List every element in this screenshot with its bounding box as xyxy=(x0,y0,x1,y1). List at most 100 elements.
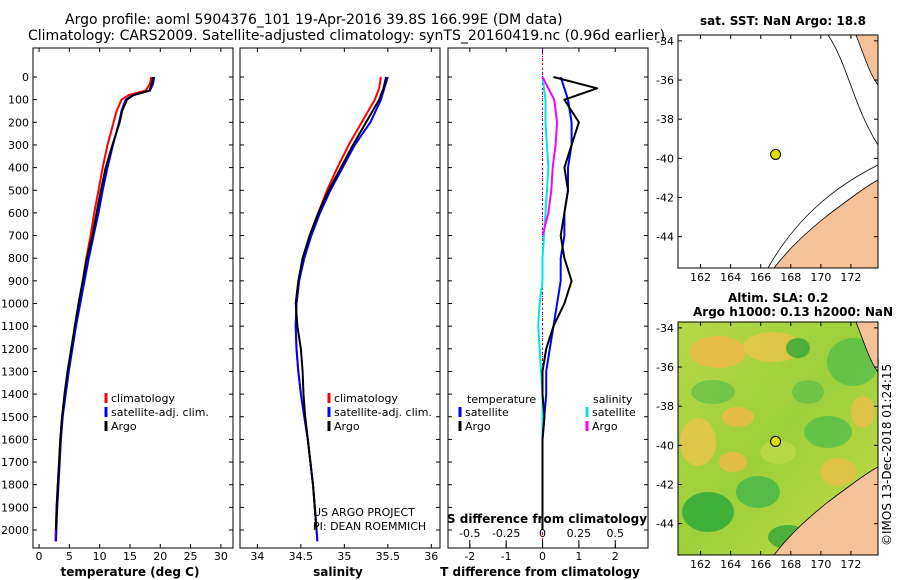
depth-tick-label: 1700 xyxy=(1,456,29,469)
temp-line-climatology xyxy=(54,76,153,542)
s-tick-label: -0.5 xyxy=(459,527,480,540)
sal-line-climatology xyxy=(294,76,382,542)
sla-anomaly-blob xyxy=(691,380,735,404)
x-tick-label: 30 xyxy=(214,550,228,563)
legend-sdiff-label: satellite xyxy=(592,406,636,419)
map-top-ytick-label: -42 xyxy=(656,192,674,205)
depth-tick-label: 1800 xyxy=(1,479,29,492)
legend-tdiff-label: Argo xyxy=(465,420,491,433)
sla-anomaly-blob xyxy=(786,338,810,358)
x-tick-label: 2 xyxy=(612,550,619,563)
depth-tick-label: 700 xyxy=(8,230,29,243)
depth-tick-label: 1200 xyxy=(1,343,29,356)
legend-s-title: salinity xyxy=(593,393,633,406)
panel-2-frame xyxy=(239,47,441,549)
sla-anomaly-blob xyxy=(792,380,824,404)
map-bottom-xtick-label: 172 xyxy=(840,558,861,571)
depth-tick-label: 0 xyxy=(22,71,29,84)
x-tick-label: 36 xyxy=(424,550,438,563)
x-tick-label: 25 xyxy=(184,550,198,563)
map-top-argo-marker xyxy=(770,148,782,160)
map-bottom-ytick-label: -44 xyxy=(656,518,674,531)
map-bottom-land-south xyxy=(773,466,879,556)
depth-tick-label: 1500 xyxy=(1,411,29,424)
sla-anomaly-blob xyxy=(690,336,746,368)
map-bottom-ytick-label: -34 xyxy=(656,322,674,335)
legend-tdiff-label: satellite xyxy=(465,406,509,419)
x-tick-label: 1 xyxy=(575,550,582,563)
map-top-land-south xyxy=(773,179,879,269)
map-bottom-xtick-label: 166 xyxy=(750,558,771,571)
x-axis-label-t-diff: T difference from climatology xyxy=(440,565,640,579)
depth-tick-label: 300 xyxy=(8,139,29,152)
legend-temp-label: Argo xyxy=(111,420,137,433)
x-tick-label: 34 xyxy=(250,550,264,563)
depth-tick-label: 200 xyxy=(8,116,29,129)
depth-tick-label: 1400 xyxy=(1,388,29,401)
sla-anomaly-blob xyxy=(820,458,856,486)
map-top-xtick-label: 162 xyxy=(690,271,711,284)
map-top-ytick-label: -44 xyxy=(656,231,674,244)
map-top-ytick-label: -34 xyxy=(656,35,674,48)
map-top-ytick-label: -40 xyxy=(656,152,674,165)
header-line2: Climatology: CARS2009. Satellite-adjuste… xyxy=(28,28,666,44)
x-tick-label: 0 xyxy=(539,550,546,563)
x-tick-label: 15 xyxy=(123,550,137,563)
s-tick-label: -0.25 xyxy=(492,527,520,540)
map-top-xtick-label: 168 xyxy=(780,271,801,284)
note-pi: PI: DEAN ROEMMICH xyxy=(313,520,426,533)
map-bottom-xtick-label: 162 xyxy=(690,558,711,571)
map-bottom-xtick-label: 164 xyxy=(720,558,741,571)
legend-sdiff-label: Argo xyxy=(592,420,618,433)
s-axis-label: S difference from climatology xyxy=(447,512,647,526)
x-tick-label: 35 xyxy=(337,550,351,563)
sla-anomaly-blob xyxy=(736,476,780,508)
sal-line-argo xyxy=(294,76,388,531)
depth-tick-label: 400 xyxy=(8,162,29,175)
s-tick-label: 0.5 xyxy=(607,527,625,540)
x-tick-label: 34.5 xyxy=(289,550,314,563)
depth-tick-label: 800 xyxy=(8,252,29,265)
map-top-title: sat. SST: NaN Argo: 18.8 xyxy=(700,14,866,28)
depth-tick-label: 1300 xyxy=(1,365,29,378)
x-tick-label: 10 xyxy=(93,550,107,563)
sdiff-line-argo xyxy=(541,76,559,236)
sla-anomaly-blob xyxy=(743,332,803,362)
depth-tick-label: 1600 xyxy=(1,433,29,446)
legend-t-title: temperature xyxy=(467,393,536,406)
map-bottom-title1: Altim. SLA: 0.2 xyxy=(728,291,829,305)
x-tick-label: 0 xyxy=(36,550,43,563)
sla-anomaly-blob xyxy=(722,407,754,427)
x-tick-label: -2 xyxy=(464,550,475,563)
map-top-ytick-label: -36 xyxy=(656,74,674,87)
x-tick-label: -1 xyxy=(501,550,512,563)
map-bottom-xtick-label: 170 xyxy=(810,558,831,571)
map-bottom-ytick-label: -40 xyxy=(656,439,674,452)
depth-tick-label: 500 xyxy=(8,184,29,197)
map-top-xtick-label: 170 xyxy=(810,271,831,284)
legend-sal-label: satellite-adj. clim. xyxy=(334,406,432,419)
legend-temp-label: climatology xyxy=(111,392,175,405)
map-bottom-frame xyxy=(677,321,879,556)
map-top-contour xyxy=(827,34,879,146)
depth-tick-label: 600 xyxy=(8,207,29,220)
tdiff-line-argo xyxy=(541,76,599,530)
x-axis-label-temperature: temperature (deg C) xyxy=(61,565,200,579)
sla-anomaly-blob xyxy=(804,416,852,448)
map-bottom-xtick-label: 168 xyxy=(780,558,801,571)
depth-tick-label: 1100 xyxy=(1,320,29,333)
temp-line-satellite-adj-clim- xyxy=(55,76,156,542)
map-bottom-argo-marker xyxy=(770,435,782,447)
map-top-xtick-label: 172 xyxy=(840,271,861,284)
map-bottom-ytick-label: -38 xyxy=(656,400,674,413)
depth-tick-label: 100 xyxy=(8,94,29,107)
sla-anomaly-blob xyxy=(682,492,734,532)
sal-line-satellite-adj-clim- xyxy=(294,76,389,542)
x-tick-label: 5 xyxy=(66,550,73,563)
note-project: US ARGO PROJECT xyxy=(313,506,415,519)
header-line1: Argo profile: aoml 5904376_101 19-Apr-20… xyxy=(65,12,563,28)
map-bottom-ytick-label: -42 xyxy=(656,479,674,492)
temp-line-argo xyxy=(55,76,154,531)
